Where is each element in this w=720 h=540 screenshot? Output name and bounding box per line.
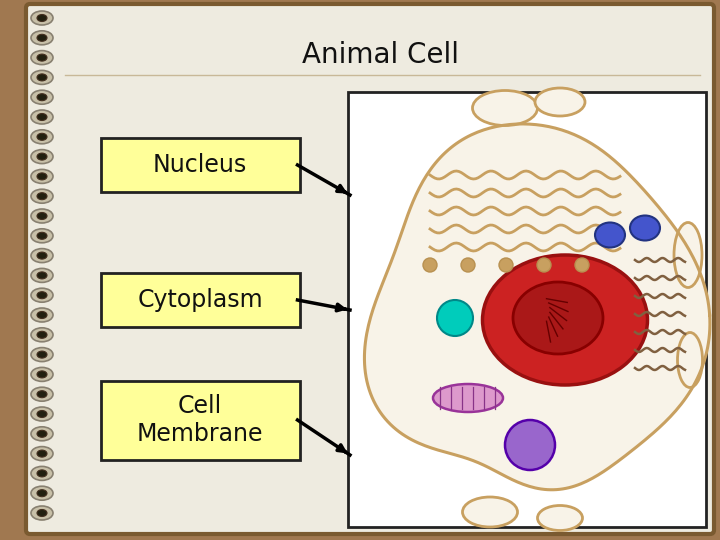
Polygon shape <box>364 124 710 490</box>
Ellipse shape <box>31 288 53 302</box>
Ellipse shape <box>37 35 47 41</box>
Ellipse shape <box>37 470 47 477</box>
Ellipse shape <box>31 189 53 203</box>
Ellipse shape <box>37 15 47 22</box>
Ellipse shape <box>37 193 47 200</box>
Ellipse shape <box>535 88 585 116</box>
Ellipse shape <box>31 506 53 520</box>
Ellipse shape <box>31 427 53 441</box>
Bar <box>348 92 706 527</box>
Ellipse shape <box>37 450 47 457</box>
Ellipse shape <box>37 213 47 219</box>
Ellipse shape <box>37 292 47 299</box>
Text: Nucleus: Nucleus <box>153 153 247 177</box>
Ellipse shape <box>37 173 47 180</box>
Ellipse shape <box>31 407 53 421</box>
Ellipse shape <box>37 332 47 338</box>
Ellipse shape <box>31 486 53 500</box>
Ellipse shape <box>31 51 53 65</box>
Ellipse shape <box>37 232 47 239</box>
Ellipse shape <box>31 467 53 481</box>
Ellipse shape <box>472 91 538 125</box>
Text: Animal Cell: Animal Cell <box>302 41 459 69</box>
Ellipse shape <box>630 215 660 240</box>
Ellipse shape <box>37 133 47 140</box>
Circle shape <box>537 258 551 272</box>
Ellipse shape <box>31 31 53 45</box>
FancyBboxPatch shape <box>101 273 300 327</box>
Ellipse shape <box>31 308 53 322</box>
Ellipse shape <box>31 348 53 362</box>
Ellipse shape <box>37 410 47 417</box>
Ellipse shape <box>595 222 625 247</box>
Ellipse shape <box>31 387 53 401</box>
Ellipse shape <box>31 209 53 223</box>
Ellipse shape <box>462 497 518 527</box>
Ellipse shape <box>37 371 47 378</box>
FancyBboxPatch shape <box>26 4 714 534</box>
Ellipse shape <box>31 447 53 461</box>
Ellipse shape <box>31 110 53 124</box>
Ellipse shape <box>37 490 47 497</box>
Ellipse shape <box>37 153 47 160</box>
Ellipse shape <box>513 282 603 354</box>
Ellipse shape <box>37 391 47 397</box>
Circle shape <box>437 300 473 336</box>
Ellipse shape <box>37 272 47 279</box>
Ellipse shape <box>37 351 47 358</box>
Circle shape <box>423 258 437 272</box>
Ellipse shape <box>31 268 53 282</box>
Ellipse shape <box>37 54 47 61</box>
Ellipse shape <box>31 328 53 342</box>
Ellipse shape <box>433 384 503 412</box>
Ellipse shape <box>482 255 647 385</box>
FancyBboxPatch shape <box>101 138 300 192</box>
Text: Cytoplasm: Cytoplasm <box>138 288 263 312</box>
Ellipse shape <box>37 252 47 259</box>
Ellipse shape <box>37 94 47 100</box>
Ellipse shape <box>37 510 47 516</box>
Ellipse shape <box>37 312 47 319</box>
Ellipse shape <box>31 90 53 104</box>
Ellipse shape <box>31 11 53 25</box>
FancyBboxPatch shape <box>101 381 300 460</box>
Ellipse shape <box>31 70 53 84</box>
Ellipse shape <box>37 430 47 437</box>
Ellipse shape <box>37 113 47 120</box>
Circle shape <box>505 420 555 470</box>
Ellipse shape <box>31 150 53 164</box>
Ellipse shape <box>31 229 53 243</box>
Ellipse shape <box>31 248 53 262</box>
Ellipse shape <box>678 333 703 388</box>
Circle shape <box>499 258 513 272</box>
Ellipse shape <box>538 505 582 530</box>
Ellipse shape <box>31 130 53 144</box>
Circle shape <box>575 258 589 272</box>
Ellipse shape <box>37 74 47 81</box>
Ellipse shape <box>31 170 53 184</box>
Ellipse shape <box>674 222 702 287</box>
Text: Cell
Membrane: Cell Membrane <box>137 394 264 446</box>
Circle shape <box>461 258 475 272</box>
Ellipse shape <box>31 367 53 381</box>
